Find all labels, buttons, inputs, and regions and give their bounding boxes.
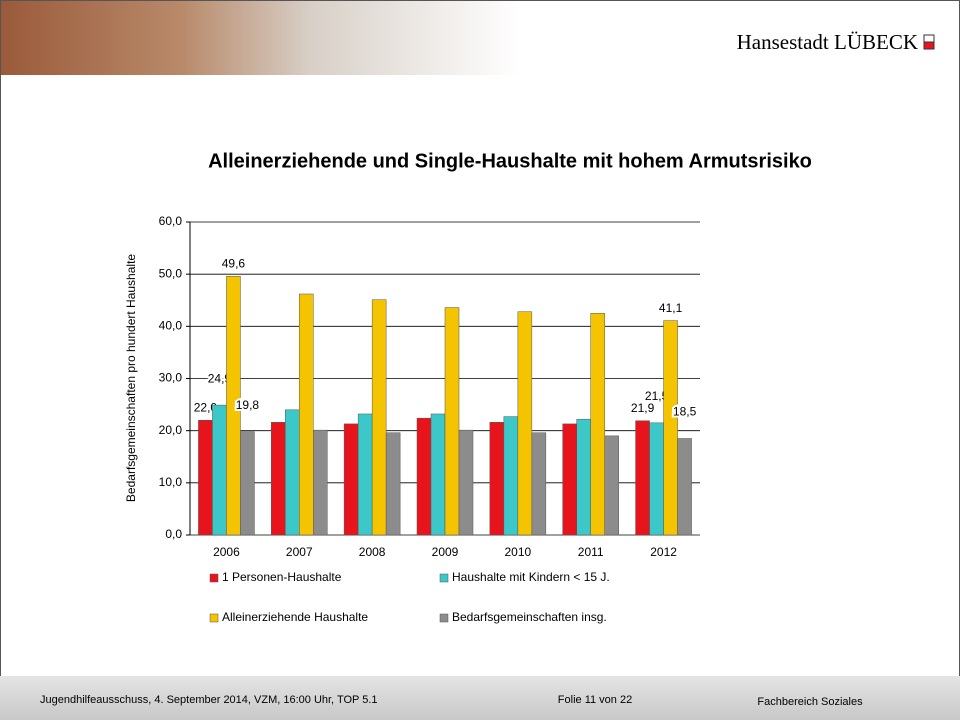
- chart-title: Alleinerziehende und Single-Haushalte mi…: [208, 150, 812, 172]
- data-label: 49,6: [222, 256, 246, 270]
- y-axis-label: Bedarfsgemeinschaften pro hundert Hausha…: [124, 254, 138, 502]
- bar: [489, 422, 505, 536]
- x-tick-label: 2009: [432, 545, 459, 559]
- data-label: 19,8: [236, 398, 260, 412]
- bar: [357, 413, 373, 536]
- bar: [604, 435, 619, 536]
- bar: [590, 313, 605, 536]
- header-photo: [0, 0, 520, 75]
- bar: [517, 311, 533, 536]
- legend-label: Alleinerziehende Haushalte: [222, 610, 368, 624]
- bar: [371, 299, 387, 536]
- bar: [531, 432, 547, 536]
- bar: [198, 419, 213, 536]
- x-tick-label: 2010: [505, 545, 532, 559]
- bar: [416, 417, 432, 536]
- bar: [444, 307, 460, 536]
- y-tick-label: 20,0: [159, 423, 183, 437]
- bar: [271, 422, 286, 536]
- bar: [649, 422, 664, 536]
- y-tick-label: 0,0: [165, 527, 182, 541]
- bar: [226, 276, 241, 536]
- legend-label: Bedarfsgemeinschaften insg.: [452, 610, 607, 624]
- x-tick-label: 2006: [213, 545, 240, 559]
- brand-icon: [923, 34, 935, 43]
- y-tick-label: 40,0: [159, 319, 183, 333]
- x-tick-label: 2011: [578, 545, 604, 559]
- legend-label: 1 Personen-Haushalte: [222, 570, 342, 584]
- y-tick-label: 60,0: [159, 214, 183, 228]
- legend-label: Haushalte mit Kindern < 15 J.: [452, 570, 610, 584]
- legend-swatch: [439, 573, 449, 583]
- y-tick-label: 10,0: [159, 475, 183, 489]
- bar: [635, 420, 650, 536]
- bar: [458, 429, 474, 536]
- bar: [677, 438, 692, 536]
- bar: [663, 320, 678, 536]
- brand: Hansestadt LÜBECK: [737, 30, 918, 54]
- bar: [430, 413, 446, 536]
- brand-icon: [923, 41, 935, 50]
- data-label: 18,5: [673, 405, 697, 419]
- bar: [299, 293, 314, 536]
- footer-page: Folie 11 von 22: [558, 694, 632, 706]
- bar: [385, 432, 401, 536]
- legend-swatch: [439, 613, 449, 623]
- footer-department: Fachbereich Soziales: [757, 696, 863, 708]
- footer-event: Jugendhilfeausschuss, 4. September 2014,…: [40, 694, 378, 706]
- bar: [212, 404, 227, 536]
- bar: [343, 423, 359, 536]
- bar: [503, 416, 519, 536]
- bar: [240, 431, 255, 536]
- bar: [576, 418, 591, 536]
- legend-swatch: [209, 573, 219, 583]
- y-tick-label: 50,0: [159, 266, 183, 280]
- y-tick-label: 30,0: [159, 371, 183, 385]
- data-label: 41,1: [659, 301, 683, 315]
- bar: [285, 409, 300, 536]
- x-tick-label: 2012: [650, 545, 677, 559]
- data-label: 21,9: [631, 401, 655, 415]
- bar: [313, 429, 328, 536]
- footer: [0, 676, 960, 720]
- x-tick-label: 2008: [359, 545, 386, 559]
- bar: [562, 423, 577, 536]
- x-tick-label: 2007: [286, 545, 313, 559]
- legend-swatch: [209, 613, 219, 623]
